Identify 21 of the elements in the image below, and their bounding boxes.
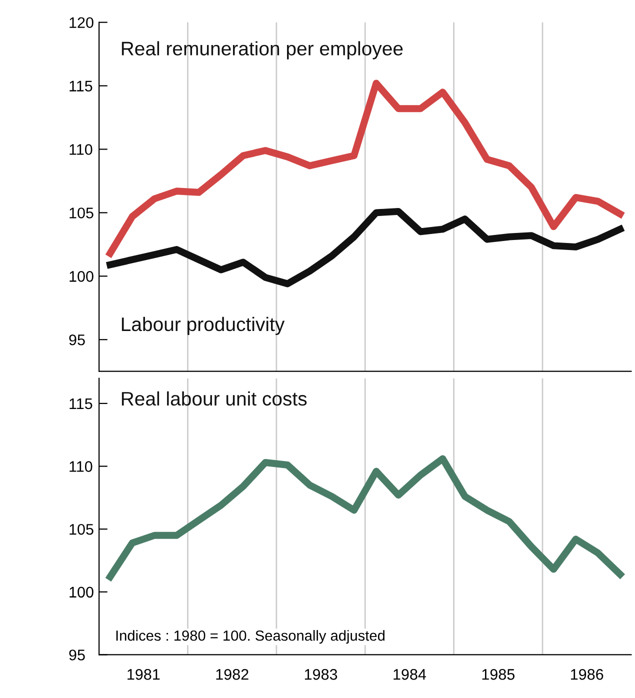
series-label: Real remuneration per employee — [122, 41, 403, 60]
annotation: Indices : 1980 = 100. Seasonally adjusted — [116, 630, 384, 644]
y-tick-label: 100 — [70, 586, 94, 598]
y-tick-label: 95 — [69, 334, 85, 346]
y-tick-label: 115 — [70, 80, 92, 92]
y-tick-label: 120 — [70, 17, 94, 28]
y-tick-label: 115 — [70, 398, 92, 410]
y-tick-label: 95 — [69, 650, 85, 660]
y-tick-label: 100 — [70, 271, 94, 282]
x-tick-label: 1986 — [571, 669, 604, 680]
x-tick-label: 1983 — [304, 669, 338, 680]
x-tick-label: 1984 — [394, 669, 426, 680]
y-tick-label: 110 — [70, 461, 92, 472]
x-tick-label: 1981 — [128, 669, 160, 680]
x-tick-label: 1982 — [216, 669, 248, 680]
y-tick-label: 105 — [70, 208, 94, 218]
x-tick-label: 1985 — [482, 669, 515, 680]
series-label: Labour productivity — [122, 316, 285, 336]
y-tick-label: 110 — [70, 144, 92, 155]
text: Real labour unit costs — [122, 391, 307, 406]
y-tick-label: 105 — [70, 524, 94, 535]
